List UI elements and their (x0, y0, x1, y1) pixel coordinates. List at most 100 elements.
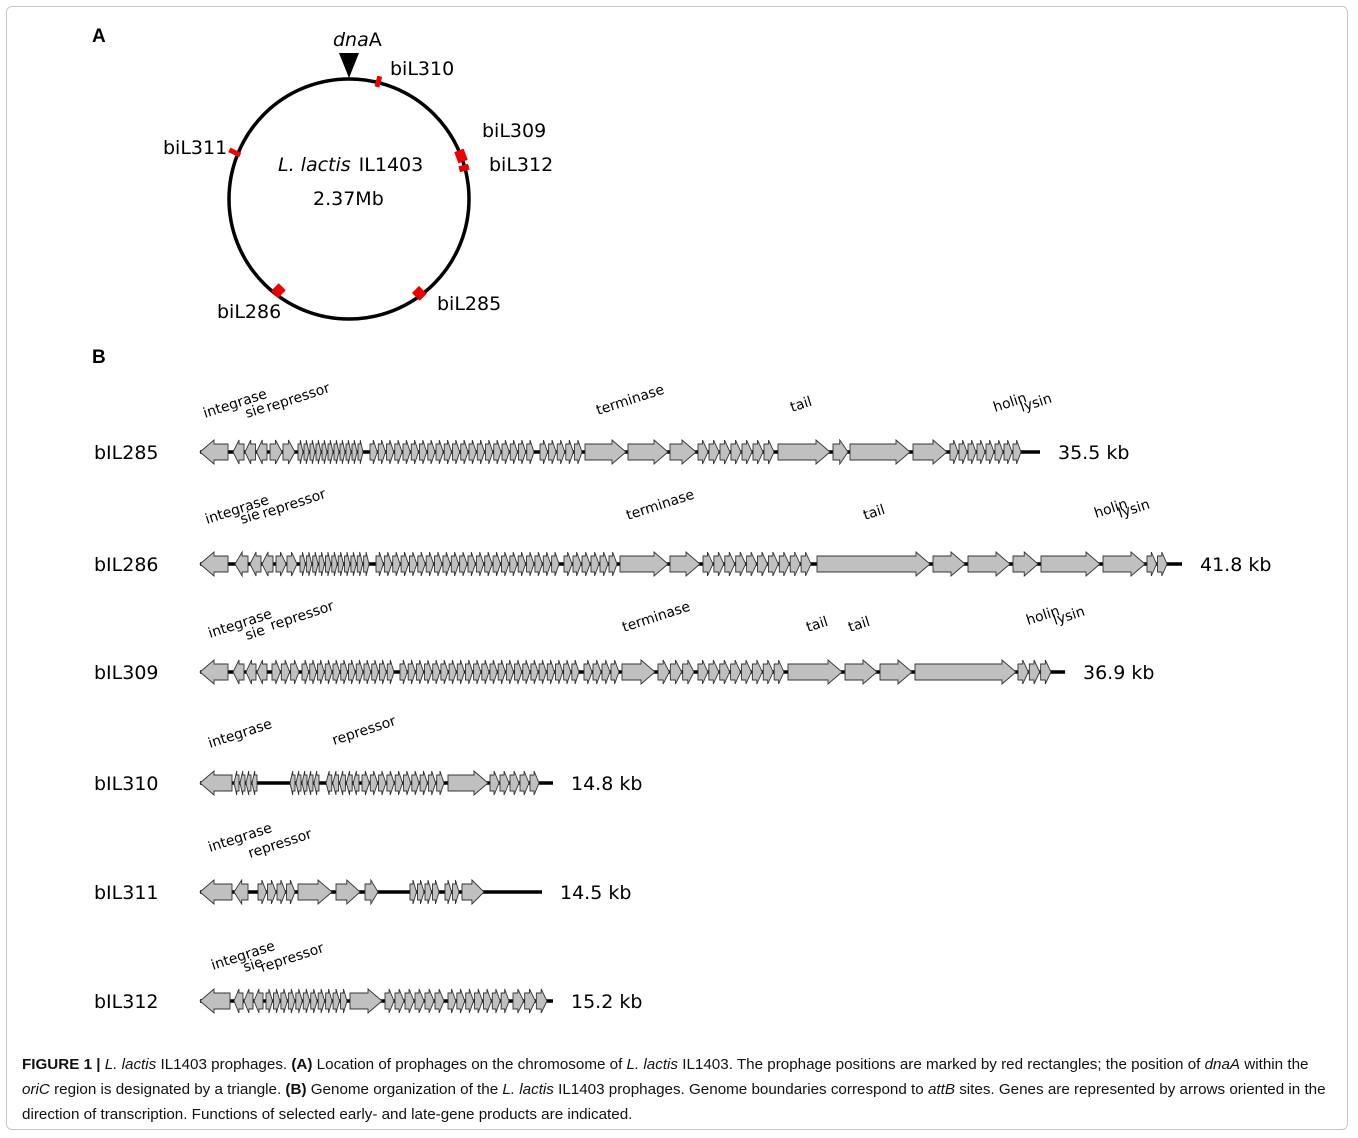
gene-arrow (489, 770, 500, 796)
gene-annotation: tail (804, 614, 830, 636)
gene-arrow (548, 439, 557, 465)
gene-annotation: terminase (620, 599, 692, 636)
gene-arrow (434, 551, 443, 577)
gene-arrow (280, 988, 288, 1014)
gene-arrow (879, 659, 913, 685)
gene-arrow (1040, 659, 1052, 685)
gene-arrow (399, 659, 408, 685)
gene-arrow (333, 439, 340, 465)
gene-arrow (583, 659, 593, 685)
gene-arrow (434, 988, 445, 1014)
gene-arrow (267, 879, 277, 905)
prophage-name: bIL285 (94, 442, 159, 464)
gene-arrow (1102, 551, 1146, 577)
gene-arrow (312, 551, 319, 577)
gene-arrow (400, 551, 409, 577)
gene-annotation: repressor (268, 598, 336, 634)
gene-arrow (297, 439, 304, 465)
gene-arrow (1157, 551, 1168, 577)
gene-arrow (517, 551, 527, 577)
gene-arrow (244, 439, 256, 465)
gene-arrow (627, 439, 669, 465)
gene-arrow (581, 551, 591, 577)
gene-arrow (713, 551, 725, 577)
gene-arrow (493, 439, 502, 465)
gene-arrow (253, 988, 264, 1014)
gene-arrow (730, 439, 742, 465)
gene-arrow (302, 988, 311, 1014)
gene-arrow (403, 770, 412, 796)
gene-arrow (816, 551, 931, 577)
gene-arrow (332, 659, 341, 685)
dnaa-label: dnaA (333, 29, 382, 51)
gene-arrow (967, 439, 977, 465)
marker-label-biL310: biL310 (390, 58, 454, 80)
gene-arrow (317, 988, 326, 1014)
gene-arrow (317, 659, 325, 685)
gene-arrow (518, 439, 527, 465)
gene-annotation: sie (238, 506, 262, 527)
gene-annotation: repressor (260, 486, 328, 522)
gene-arrow (340, 988, 348, 1014)
gene-arrow (392, 551, 401, 577)
gene-arrow (273, 988, 281, 1014)
gene-arrow (492, 551, 501, 577)
gene-arrow (245, 659, 257, 685)
gene-arrow (424, 988, 435, 1014)
organism-label: L. lactis IL1403 (278, 154, 423, 176)
gene-arrow (276, 879, 286, 905)
gene-arrow (452, 439, 461, 465)
gene-arrow (280, 659, 291, 685)
gene-annotation: tail (846, 614, 872, 636)
gene-arrow (375, 551, 384, 577)
gene-arrow (295, 770, 302, 796)
gene-arrow (199, 988, 231, 1014)
gene-arrow (315, 439, 322, 465)
gene-arrow (363, 551, 370, 577)
gene-arrow (275, 551, 287, 577)
gene-arrow (233, 988, 244, 1014)
gene-arrow (239, 770, 246, 796)
gene-arrow (199, 439, 229, 465)
gene-arrow (456, 988, 466, 1014)
gene-arrow (199, 551, 229, 577)
gene-arrow (476, 439, 485, 465)
gene-arrow (468, 439, 477, 465)
gene-arrow (563, 659, 572, 685)
gene-arrow (447, 770, 489, 796)
gene-arrow (563, 551, 573, 577)
gene-arrow (404, 988, 415, 1014)
gene-arrow (565, 439, 574, 465)
gene-arrow (932, 551, 966, 577)
gene-arrow (708, 659, 720, 685)
gene-arrow (369, 770, 379, 796)
gene-arrow (509, 439, 518, 465)
gene-arrow (592, 659, 602, 685)
gene-arrow (444, 879, 452, 905)
gene-arrow (491, 988, 501, 1014)
gene-arrow (746, 551, 757, 577)
gene-arrow (386, 439, 395, 465)
gene-arrow (448, 659, 457, 685)
marker-biL310 (374, 75, 383, 88)
gene-arrow (415, 659, 425, 685)
gene-arrow (539, 439, 549, 465)
gene-arrow (514, 659, 523, 685)
gene-arrow (724, 551, 736, 577)
gene-arrow (305, 551, 313, 577)
gene-arrow (1146, 551, 1157, 577)
gene-arrow (199, 770, 233, 796)
gene-arrow (669, 551, 701, 577)
gene-arrow (340, 659, 348, 685)
gene-arrow (435, 439, 444, 465)
gene-arrow (364, 878, 379, 906)
prophage-markers (228, 75, 470, 301)
gene-arrow (450, 551, 460, 577)
prophage-name: bIL310 (94, 773, 159, 795)
gene-arrow (500, 988, 510, 1014)
gene-arrow (321, 439, 328, 465)
gene-arrow (443, 439, 452, 465)
gene-arrow (473, 659, 482, 685)
gene-arrow (509, 551, 518, 577)
gene-arrow (299, 551, 306, 577)
